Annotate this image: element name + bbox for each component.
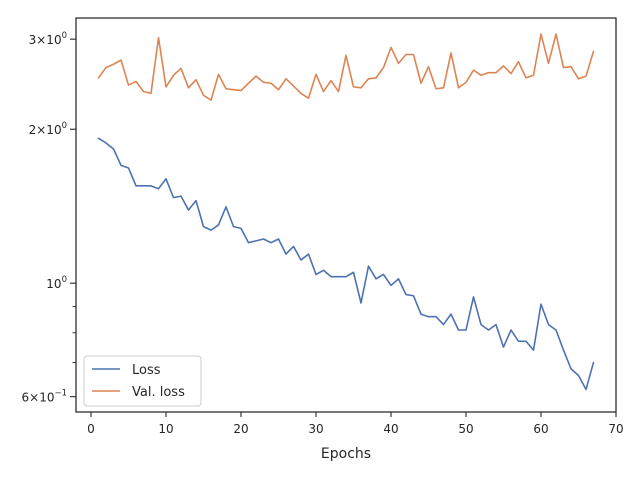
y-tick-exponent: 0 bbox=[62, 275, 67, 285]
x-tick-label: 70 bbox=[608, 422, 623, 436]
x-axis: 0 10 20 30 40 50 60 70 bbox=[87, 412, 624, 436]
y-tick-label: 2×100 bbox=[29, 121, 67, 137]
y-tick-label: 3×100 bbox=[29, 31, 67, 47]
x-tick-label: 40 bbox=[383, 422, 398, 436]
axes-frame bbox=[75, 17, 617, 413]
y-tick-times: ×10 bbox=[36, 33, 61, 47]
x-tick-label: 30 bbox=[308, 422, 323, 436]
y-tick-times: ×10 bbox=[29, 391, 54, 405]
y-tick-exponent: 0 bbox=[62, 121, 67, 131]
x-tick-label: 0 bbox=[87, 422, 95, 436]
y-tick-times: ×10 bbox=[36, 123, 61, 137]
x-tick-label: 60 bbox=[533, 422, 548, 436]
plot-area bbox=[97, 33, 595, 391]
x-tick-label: 20 bbox=[233, 422, 248, 436]
y-tick-exponent: −1 bbox=[54, 389, 67, 399]
legend-label: Val. loss bbox=[132, 385, 185, 400]
x-tick-label: 50 bbox=[458, 422, 473, 436]
y-tick-mantissa: 2 bbox=[29, 123, 37, 137]
y-tick-base: 10 bbox=[46, 277, 61, 291]
y-tick-label: 6×10−1 bbox=[22, 389, 68, 405]
x-tick-label: 10 bbox=[158, 422, 173, 436]
legend-label: Loss bbox=[132, 363, 161, 378]
y-tick-mantissa: 3 bbox=[29, 33, 37, 47]
y-tick-label: 100 bbox=[46, 275, 67, 291]
y-tick-mantissa: 6 bbox=[22, 391, 30, 405]
series-line-val-loss bbox=[97, 33, 595, 101]
y-tick-exponent: 0 bbox=[62, 31, 67, 41]
legend: Loss Val. loss bbox=[83, 355, 202, 407]
series-line-loss bbox=[97, 137, 595, 391]
x-axis-title: Epochs bbox=[321, 446, 371, 462]
